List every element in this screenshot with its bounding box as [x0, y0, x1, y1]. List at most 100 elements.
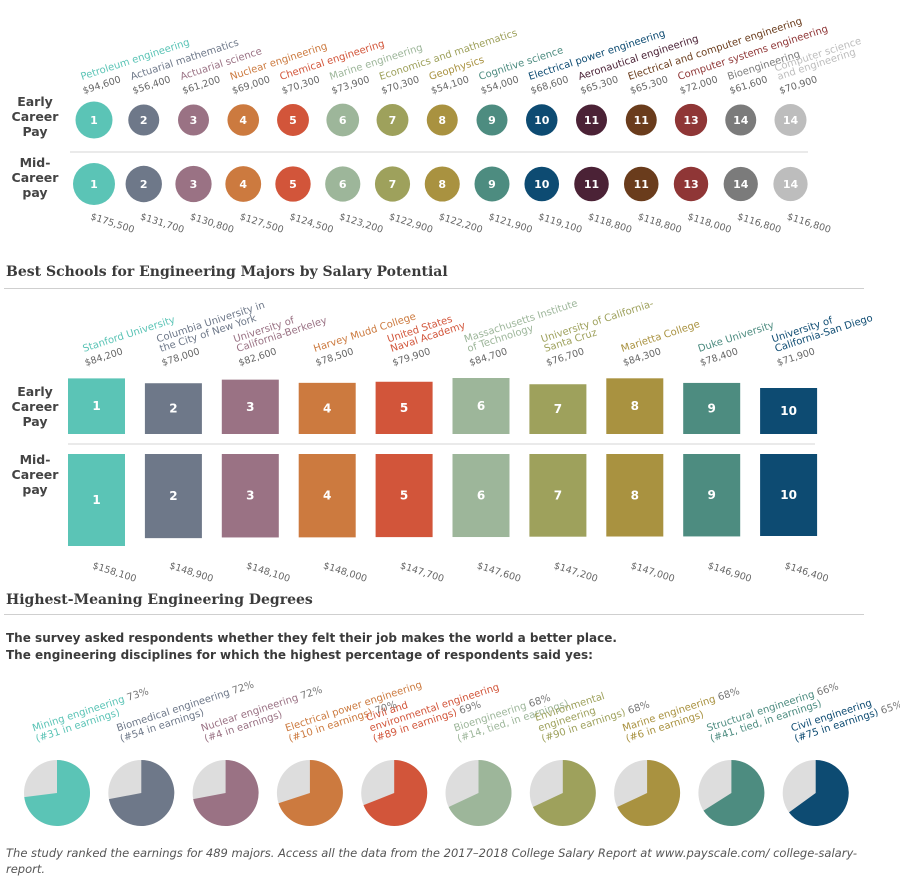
mid-pay-circle: [175, 165, 212, 203]
mid-bar-rank: 5: [400, 489, 408, 503]
early-pay-circle: [476, 104, 508, 136]
mid-rank-label: 8: [438, 178, 446, 191]
mid-pay-bar: [221, 454, 279, 538]
school-mid-salary-label-line: $147,000: [629, 560, 676, 584]
school-mid-salary-label: $146,400: [783, 560, 830, 584]
mid-salary-label: $116,800: [786, 211, 833, 235]
mid-salary-label-line: $122,900: [388, 211, 435, 235]
degree-percent: 72%: [296, 685, 324, 703]
early-pay-bar: [144, 383, 202, 434]
mid-salary-label: $124,500: [288, 211, 335, 235]
mid-bar-rank: 6: [477, 489, 485, 503]
mid-pay-bar: [68, 454, 125, 546]
row-label-line: Mid-: [19, 155, 51, 170]
school-mid-salary-label: $147,000: [629, 560, 676, 584]
mid-career-label-top: Mid- Career pay: [4, 155, 66, 200]
survey-line: The engineering disciplines for which th…: [6, 648, 593, 662]
mid-pay-bar: [529, 454, 587, 537]
early-pay-circle: [576, 104, 607, 136]
pie-slice: [532, 760, 596, 827]
row-label-line: pay: [22, 185, 48, 200]
early-pay-bar: [683, 382, 741, 434]
school-name-label-line: Marietta College: [620, 319, 702, 355]
early-bar-rank: 5: [400, 401, 408, 415]
mid-rank-label: 11: [634, 178, 649, 191]
mid-salary-label: $118,800: [636, 211, 683, 235]
pie-slice: [278, 760, 343, 827]
school-mid-salary-label: $147,600: [476, 560, 523, 584]
row-label-line: Career: [11, 399, 59, 414]
mid-bar-rank: 7: [554, 488, 562, 502]
school-mid-salary-label-line: $147,700: [399, 560, 446, 584]
mid-salary-label-line: $116,800: [786, 211, 833, 235]
pie-slice: [789, 760, 849, 826]
degree-percent: 68%: [714, 686, 742, 704]
early-pay-circle: [178, 104, 209, 136]
mid-bar-rank: 1: [92, 493, 100, 507]
schools-section-title: Best Schools for Engineering Majors by S…: [6, 264, 448, 280]
mid-rank-label: 7: [389, 178, 397, 191]
mid-pay-circle: [773, 166, 808, 202]
mid-salary-label: $131,700: [139, 211, 186, 235]
school-mid-salary-label: $147,700: [399, 560, 446, 584]
mid-salary-label: $122,200: [437, 211, 484, 235]
mid-pay-circle: [524, 166, 560, 202]
school-mid-salary-label-line: $148,900: [168, 560, 215, 584]
mid-rank-label: 10: [534, 178, 550, 191]
mid-pay-bar: [606, 454, 664, 537]
mid-rank-label: 3: [190, 178, 198, 191]
early-bar-rank: 3: [246, 400, 254, 414]
mid-pay-bar: [144, 454, 202, 539]
early-rank-label: 13: [683, 114, 698, 127]
mid-pay-circle: [325, 166, 361, 202]
pie-slice: [108, 760, 175, 827]
early-pay-circle: [277, 104, 309, 136]
mid-pay-circle: [225, 166, 262, 202]
mid-bar-rank: 9: [708, 488, 716, 502]
mid-rank-label: 1: [90, 178, 98, 191]
school-mid-salary-label: $148,000: [322, 560, 369, 584]
early-rank-label: 3: [190, 114, 198, 127]
mid-pay-bar: [375, 454, 433, 538]
early-career-label-schools: Early Career Pay: [4, 384, 66, 429]
school-mid-salary-label: $148,900: [168, 560, 215, 584]
early-rank-label: 10: [534, 114, 550, 127]
mid-rank-label: 13: [683, 178, 698, 191]
mid-pay-circle: [125, 165, 162, 203]
mid-rank-label: 5: [289, 178, 297, 191]
mid-rank-label: 4: [239, 178, 247, 191]
mid-salary-label-line: $118,000: [686, 211, 733, 235]
early-rank-label: 11: [584, 114, 599, 127]
mid-bar-rank: 10: [780, 488, 797, 502]
mid-pay-circle: [374, 166, 411, 202]
early-bar-rank: 1: [92, 399, 100, 413]
early-rank-label: 5: [289, 114, 297, 127]
mid-salary-label: $175,500: [89, 211, 136, 235]
mid-pay-circle: [474, 166, 510, 202]
early-pay-circle: [128, 104, 160, 136]
mid-rank-label: 2: [140, 178, 148, 191]
degree-percent: 72%: [228, 680, 256, 698]
row-label-line: Early: [17, 384, 53, 399]
school-mid-salary-label-line: $146,900: [706, 560, 753, 584]
mid-rank-label: 14: [783, 178, 799, 191]
school-mid-salary-label-line: $147,600: [476, 560, 523, 584]
early-pay-bar: [452, 378, 510, 434]
mid-salary-label: $118,800: [587, 211, 634, 235]
mid-salary-label-line: $118,800: [636, 211, 683, 235]
mid-pay-bar: [683, 454, 741, 537]
school-name-label: Marietta College: [620, 319, 702, 355]
mid-pay-circle: [574, 166, 609, 202]
mid-pay-bar: [452, 454, 510, 538]
early-pay-bar: [760, 388, 818, 434]
mid-salary-label: $122,900: [388, 211, 435, 235]
early-bar-rank: 9: [708, 401, 716, 415]
mid-salary-label-line: $122,200: [437, 211, 484, 235]
early-pay-circle: [326, 103, 360, 137]
school-mid-salary-label-line: $147,200: [552, 560, 599, 584]
mid-salary-label-line: $121,900: [487, 211, 534, 235]
pie-slice: [448, 760, 512, 826]
early-pay-circle: [227, 104, 260, 136]
